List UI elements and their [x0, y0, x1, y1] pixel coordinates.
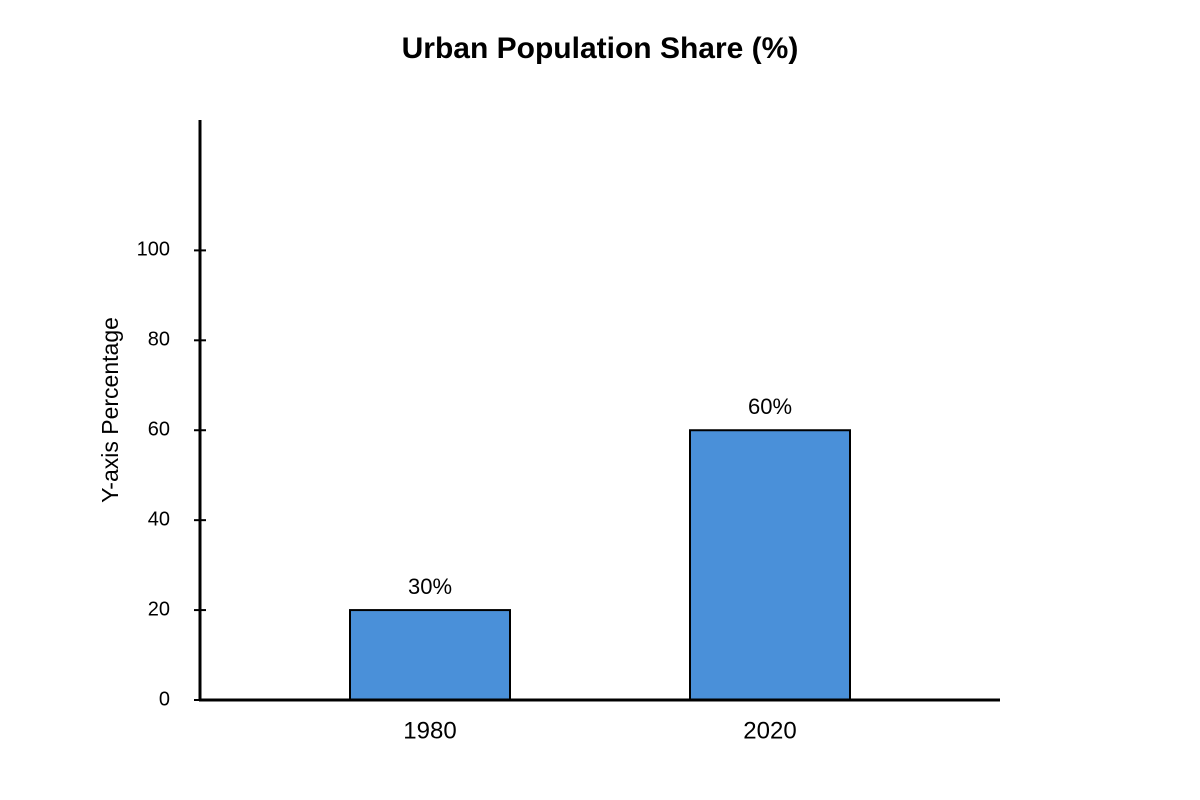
y-tick-label: 80	[148, 329, 170, 351]
y-axis-label: Y-axis Percentage	[97, 317, 123, 503]
y-tick-label: 100	[137, 239, 170, 261]
y-tick-label: 40	[148, 508, 170, 530]
x-tick-label: 2020	[743, 717, 796, 744]
y-tick-label: 0	[159, 688, 170, 710]
y-tick-label: 20	[148, 598, 170, 620]
bar	[349, 609, 511, 701]
chart-title: Urban Population Share (%)	[402, 32, 799, 65]
y-tick-label: 60	[148, 419, 170, 441]
x-tick-label: 1980	[403, 717, 456, 744]
bar-annotation: 60%	[748, 394, 792, 419]
bar-annotation: 30%	[408, 574, 452, 599]
bar	[689, 429, 851, 701]
